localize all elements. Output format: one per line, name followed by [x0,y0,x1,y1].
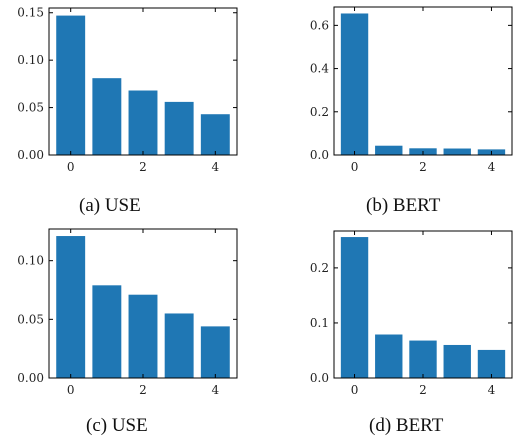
ytick-label-b-0: 0.0 [310,148,329,162]
bar-a-3 [164,101,194,155]
bar-c-4 [200,326,230,378]
chart-svg-b: 0.0 0.2 0.4 0.6 0 2 4 [310,6,513,174]
xtick-label-d-1: 2 [419,383,427,397]
ytick-label-c-0: 0.00 [17,371,44,385]
chart-svg-a: 0.00 0.05 0.10 0.15 0 2 4 [17,6,238,174]
ytick-label-b-2: 0.4 [310,62,329,76]
ytick-label-a-3: 0.15 [17,6,44,20]
chart-panel-a: 0.00 0.05 0.10 0.15 0 2 4 [0,0,262,222]
bar-c-1 [92,285,122,378]
caption-b: (b) BERT [366,195,441,216]
bar-d-2 [409,340,437,378]
bar-a-1 [92,78,122,155]
bar-c-2 [128,294,158,378]
xtick-label-d-2: 4 [488,383,496,397]
ytick-label-d-1: 0.1 [310,316,329,330]
caption-a: (a) USE [79,195,141,216]
ytick-label-d-0: 0.0 [310,371,329,385]
xtick-label-b-0: 0 [351,160,359,174]
ytick-label-c-2: 0.10 [17,254,44,268]
bar-b-1 [375,145,403,155]
caption-d: (d) BERT [369,415,444,436]
bar-a-4 [200,114,230,155]
chart-panel-b: 0.0 0.2 0.4 0.6 0 2 4 [262,0,524,222]
ytick-label-a-1: 0.05 [17,101,44,115]
caption-c: (c) USE [86,415,148,436]
chart-panel-c: 0.00 0.05 0.10 0 2 4 [0,222,262,443]
ytick-label-a-0: 0.00 [17,148,44,162]
ytick-label-b-3: 0.6 [310,18,329,32]
xtick-label-c-1: 2 [139,383,147,397]
bar-d-4 [477,349,506,378]
ytick-label-b-1: 0.2 [310,105,329,119]
bar-d-0 [340,237,369,378]
xtick-label-c-2: 4 [211,383,219,397]
xtick-label-a-0: 0 [67,160,75,174]
bar-c-0 [56,236,86,378]
ytick-label-a-2: 0.10 [17,53,44,67]
ytick-label-d-2: 0.2 [310,261,329,275]
bar-a-2 [128,90,158,155]
xtick-label-a-2: 4 [211,160,219,174]
xtick-label-b-2: 4 [488,160,496,174]
bar-d-3 [443,344,471,378]
bar-b-0 [340,13,369,156]
xtick-label-b-1: 2 [419,160,427,174]
bar-c-3 [164,313,194,378]
xtick-label-c-0: 0 [67,383,75,397]
bar-d-1 [375,334,403,378]
chart-panel-d: 0.0 0.1 0.2 0 2 4 [262,222,524,443]
bar-b-3 [443,148,471,155]
chart-svg-c: 0.00 0.05 0.10 0 2 4 [17,228,238,397]
bar-a-0 [56,15,86,155]
xtick-label-d-0: 0 [351,383,359,397]
ytick-label-c-1: 0.05 [17,312,44,326]
chart-svg-d: 0.0 0.1 0.2 0 2 4 [310,230,513,397]
xtick-label-a-1: 2 [139,160,147,174]
